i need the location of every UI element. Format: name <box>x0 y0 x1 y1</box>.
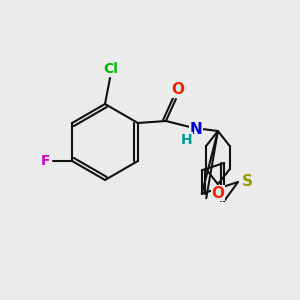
Text: Cl: Cl <box>103 62 118 76</box>
Text: S: S <box>242 175 253 190</box>
Text: F: F <box>40 154 50 168</box>
Text: O: O <box>212 186 224 201</box>
Text: O: O <box>171 82 184 98</box>
Text: H: H <box>181 133 193 147</box>
Text: N: N <box>190 122 202 136</box>
